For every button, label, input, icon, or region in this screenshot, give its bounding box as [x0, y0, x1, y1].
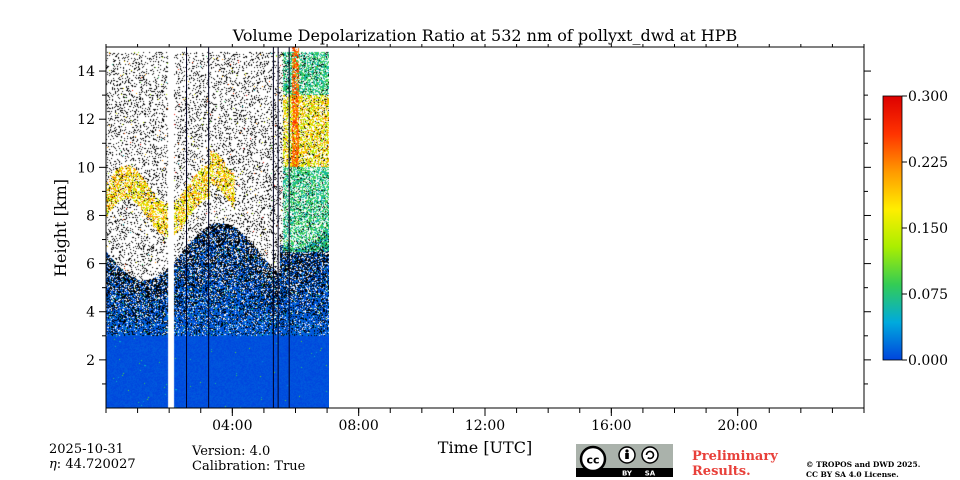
x-axis-label: Time [UTC] [438, 438, 532, 457]
preliminary-results-note: Preliminary Results. [692, 449, 778, 479]
eta-separator: : [56, 457, 66, 472]
colorbar-tick-label: 0.075 [908, 287, 948, 303]
y-tick-label: 6 [86, 257, 95, 273]
eta-symbol: η [49, 457, 57, 472]
date-text: 2025-10-31 [49, 442, 124, 457]
y-tick-label: 14 [77, 64, 95, 80]
x-axis: 04:00 08:00 12:00 16:00 20:00 [105, 44, 865, 434]
heatmap-image [106, 47, 329, 408]
copyright-line-1: © TROPOS and DWD 2025. [806, 460, 921, 469]
preliminary-line-2: Results. [692, 464, 751, 479]
y-axis-label: Height [km] [51, 179, 70, 277]
y-axis: 2 4 6 8 10 12 14 [77, 64, 871, 385]
copyright-line-2: CC BY SA 4.0 License. [806, 470, 899, 479]
colorbar [882, 95, 903, 361]
cc-text: cc [586, 454, 599, 467]
x-tick-label: 08:00 [338, 418, 378, 434]
sa-text: SA [645, 470, 656, 478]
version-info: Version: 4.0 Calibration: True [192, 444, 305, 474]
x-tick-label: 16:00 [591, 418, 631, 434]
version-text: Version: 4.0 [192, 444, 271, 459]
y-tick-label: 10 [77, 160, 95, 176]
copyright-notice: © TROPOS and DWD 2025. CC BY SA 4.0 Lice… [806, 460, 920, 480]
chart-title: Volume Depolarization Ratio at 532 nm of… [232, 26, 738, 45]
preliminary-line-1: Preliminary [692, 449, 778, 464]
eta-value: 44.720027 [65, 457, 136, 472]
y-tick-label: 2 [86, 353, 95, 369]
cc-license-badge: cc BY SA [576, 444, 673, 477]
by-text: BY [622, 470, 633, 478]
x-tick-label: 04:00 [212, 418, 252, 434]
eta-row: η: 44.720027 [49, 457, 136, 472]
heatmap-data [106, 47, 329, 408]
sa-icon [641, 446, 659, 464]
calibration-text: Calibration: True [192, 459, 306, 474]
cc-icon [579, 445, 607, 473]
colorbar-tick-label: 0.300 [908, 89, 948, 105]
y-tick-label: 8 [86, 208, 95, 224]
colorbar-axis: 0.000 0.075 0.150 0.225 0.300 [902, 89, 948, 369]
colorbar-tick-label: 0.225 [908, 155, 948, 171]
measurement-info: 2025-10-31 η: 44.720027 [49, 442, 136, 472]
x-tick-label: 20:00 [717, 418, 757, 434]
colorbar-tick-label: 0.150 [908, 221, 948, 237]
y-tick-label: 12 [77, 112, 95, 128]
y-tick-label: 4 [86, 305, 95, 321]
x-tick-label: 12:00 [465, 418, 505, 434]
colorbar-tick-label: 0.000 [908, 353, 948, 369]
